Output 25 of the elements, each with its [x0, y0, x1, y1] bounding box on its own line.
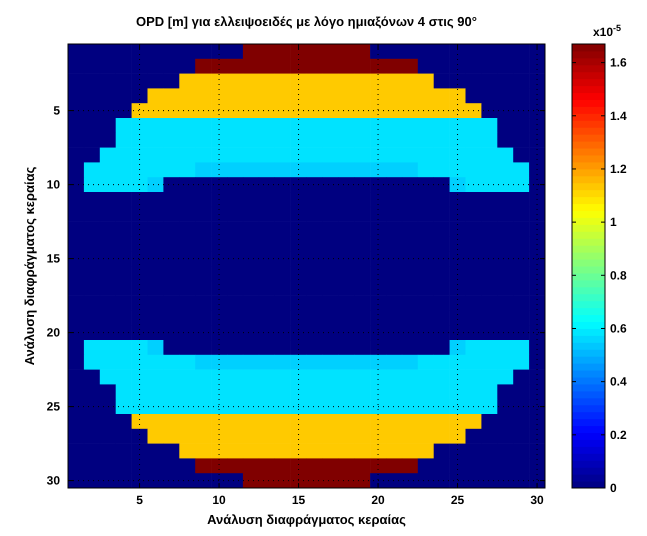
color-bar-label: 1: [610, 215, 617, 230]
x-tick-label: 25: [450, 493, 465, 507]
color-bar-label: 0.4: [610, 374, 628, 389]
color-bar-label: 1.4: [610, 108, 628, 123]
color-bar-label: 0.6: [610, 321, 628, 336]
color-bar-label: 0.8: [610, 268, 628, 282]
y-tick-label: 5: [53, 104, 60, 118]
x-tick-label: 20: [371, 493, 386, 507]
color-bar-label: 1.6: [610, 56, 628, 70]
y-tick-label: 10: [46, 178, 60, 192]
color-bar-title: x10$^{-5}$: [592, 23, 622, 39]
y-tick-label: 15: [46, 252, 60, 266]
y-tick-label: 30: [46, 474, 60, 488]
color-bar-label: 0.2: [610, 428, 628, 442]
x-tick-label: 30: [530, 493, 544, 507]
y-tick-label: 25: [46, 400, 60, 414]
x-axis-title: Ανάλυση διαφράγματος κεραίας: [207, 512, 406, 527]
color-bar-label: 1.2: [610, 162, 628, 176]
x-tick-label: 15: [292, 493, 306, 507]
y-axis-title: Ανάλυση διαφράγματος κεραίας: [22, 166, 37, 366]
x-tick-label: 5: [136, 493, 144, 507]
x-tick-label: 10: [212, 493, 226, 507]
chart-title: OPD [m] για ελλειψοειδές με λόγο ημιαξόνων 4 στις 90°: [136, 14, 477, 29]
y-tick-label: 20: [46, 326, 60, 340]
color-bar-label: 0: [610, 481, 617, 495]
